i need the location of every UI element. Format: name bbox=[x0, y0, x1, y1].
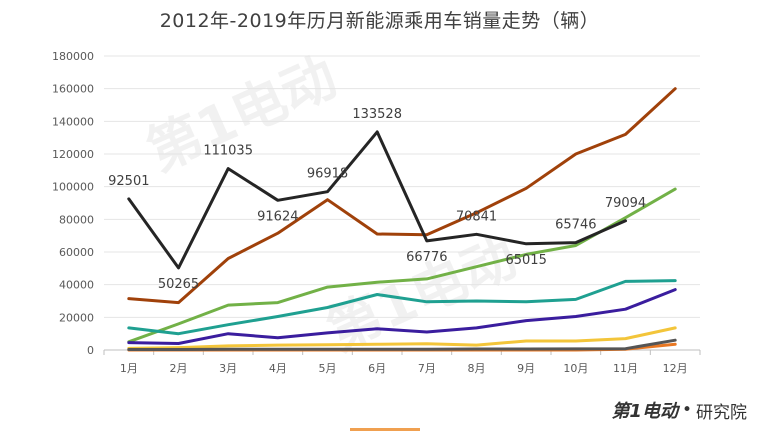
series-line-7 bbox=[127, 338, 677, 351]
data-label: 91624 bbox=[257, 209, 298, 224]
data-label: 65015 bbox=[505, 253, 546, 268]
footer-accent-line bbox=[350, 428, 420, 431]
y-tick-label: 20000 bbox=[59, 311, 94, 324]
x-tick-label: 10月 bbox=[563, 362, 588, 375]
series-line-2 bbox=[127, 187, 677, 344]
y-tick-label: 120000 bbox=[52, 148, 94, 161]
x-tick-label: 7月 bbox=[418, 362, 436, 375]
x-tick-label: 9月 bbox=[517, 362, 535, 375]
data-label: 50265 bbox=[158, 277, 199, 292]
x-tick-label: 6月 bbox=[368, 362, 386, 375]
x-tick-label: 5月 bbox=[319, 362, 337, 375]
y-tick-label: 0 bbox=[87, 344, 94, 357]
data-label: 79094 bbox=[605, 196, 646, 211]
x-tick-label: 2月 bbox=[170, 362, 188, 375]
data-label: 65746 bbox=[555, 218, 596, 233]
data-label: 66776 bbox=[406, 250, 447, 265]
chart-title: 2012年-2019年历月新能源乘用车销量走势（辆） bbox=[159, 10, 600, 32]
y-tick-label: 60000 bbox=[59, 246, 94, 259]
x-tick-label: 1月 bbox=[120, 362, 138, 375]
y-tick-label: 180000 bbox=[52, 50, 94, 63]
x-tick-label: 3月 bbox=[219, 362, 237, 375]
series-line-5 bbox=[127, 326, 677, 350]
brand-suffix: 研究院 bbox=[696, 402, 747, 423]
x-tick-label: 12月 bbox=[663, 362, 688, 375]
y-tick-label: 100000 bbox=[52, 181, 94, 194]
brand-separator: • bbox=[681, 400, 692, 420]
x-tick-label: 11月 bbox=[613, 362, 638, 375]
x-tick-label: 8月 bbox=[468, 362, 486, 375]
y-tick-label: 80000 bbox=[59, 213, 94, 226]
data-label: 111035 bbox=[203, 144, 253, 159]
series-line-3 bbox=[127, 279, 677, 336]
data-label: 92501 bbox=[108, 174, 149, 189]
y-tick-label: 140000 bbox=[52, 115, 94, 128]
data-label: 70841 bbox=[456, 209, 497, 224]
series-line-4 bbox=[127, 288, 677, 345]
y-tick-label: 40000 bbox=[59, 279, 94, 292]
x-tick-label: 4月 bbox=[269, 362, 287, 375]
brand-logo-text: 第1电动 bbox=[611, 401, 678, 422]
data-label: 133528 bbox=[352, 107, 402, 122]
data-label: 96918 bbox=[307, 167, 348, 182]
series-line-1 bbox=[127, 87, 677, 305]
series-line-0 bbox=[127, 130, 627, 270]
y-tick-label: 160000 bbox=[52, 83, 94, 96]
brand-logo: 第1电动 • 研究院 bbox=[611, 397, 747, 423]
